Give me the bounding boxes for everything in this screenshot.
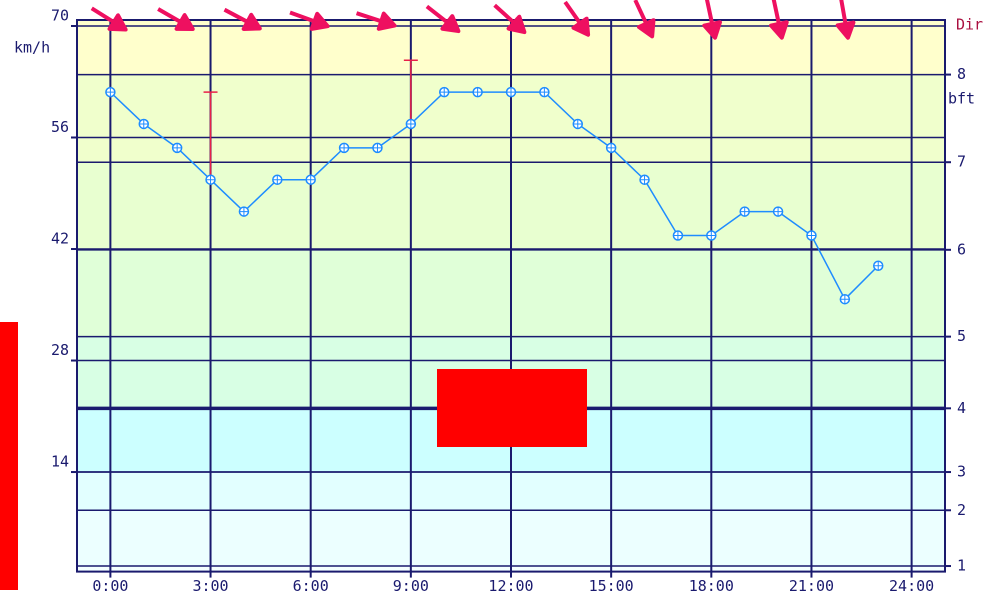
point-cross — [273, 175, 282, 184]
y-tick-label: 56 — [51, 118, 69, 136]
wind-point — [438, 86, 450, 98]
y2-tick-label: 1 — [957, 557, 966, 575]
point-cross — [306, 175, 315, 184]
point-cross — [540, 88, 549, 97]
point-cross — [406, 119, 415, 128]
direction-arrow — [355, 11, 397, 31]
wind-point — [672, 230, 684, 241]
wind-point — [839, 293, 851, 305]
y-tick-label: 70 — [51, 7, 69, 25]
redaction — [0, 322, 18, 590]
direction-arrow — [835, 0, 856, 40]
wind-point — [238, 206, 250, 217]
point-cross — [340, 143, 349, 152]
wind-point — [472, 86, 483, 98]
direction-arrow — [425, 4, 461, 34]
wind-point — [305, 174, 316, 185]
point-cross — [840, 295, 849, 304]
direction-arrow — [289, 10, 330, 31]
point-cross — [807, 231, 816, 240]
x-tick-label: 3:00 — [192, 577, 228, 595]
x-tick-label: 21:00 — [789, 577, 834, 595]
point-cross — [440, 88, 449, 97]
y2-tick-label: 7 — [957, 153, 966, 171]
point-cross — [874, 261, 883, 270]
wind-point — [706, 230, 717, 241]
point-cross — [607, 143, 616, 152]
point-cross — [707, 231, 716, 240]
point-cross — [740, 207, 749, 216]
y2-tick-label: 6 — [957, 240, 966, 258]
point-cross — [239, 207, 248, 216]
y2-tick-label: 2 — [957, 501, 966, 519]
direction-arrow — [702, 0, 722, 40]
wind-point — [138, 118, 150, 130]
point-cross — [106, 88, 115, 97]
dir-label: Dir — [956, 16, 983, 34]
y-tick-label: 14 — [51, 453, 69, 471]
direction-arrow — [223, 7, 262, 31]
x-tick-label: 24:00 — [889, 577, 934, 595]
x-tick-label: 9:00 — [393, 577, 429, 595]
y2-axis-label: bft — [948, 90, 975, 108]
wind-point — [572, 118, 584, 130]
point-cross — [507, 88, 515, 97]
point-cross — [473, 88, 482, 97]
y2-tick-label: 8 — [957, 65, 966, 83]
direction-arrow — [769, 0, 789, 40]
wind-point — [539, 86, 550, 98]
y-axis-label: km/h — [14, 39, 50, 57]
point-cross — [173, 143, 182, 152]
y2-tick-label: 5 — [957, 327, 966, 345]
y2-tick-label: 4 — [957, 399, 966, 417]
x-tick-label: 15:00 — [589, 577, 634, 595]
point-cross — [774, 207, 783, 216]
wind-point — [105, 86, 116, 98]
wind-point — [872, 260, 884, 271]
x-tick-label: 12:00 — [488, 577, 533, 595]
wind-point — [171, 142, 183, 154]
x-tick-label: 0:00 — [92, 577, 128, 595]
wind-line — [109, 91, 879, 301]
wind-point — [806, 230, 817, 241]
wind-point — [605, 142, 617, 154]
point-cross — [373, 143, 382, 152]
direction-arrow — [157, 7, 195, 31]
wind-point — [338, 142, 350, 154]
x-tick-label: 6:00 — [293, 577, 329, 595]
wind-point — [505, 86, 517, 98]
point-cross — [673, 231, 682, 240]
wind-point — [205, 174, 216, 185]
wind-point — [772, 206, 784, 217]
y-tick-label: 42 — [51, 230, 69, 248]
direction-arrow — [493, 3, 527, 35]
wind-point — [405, 118, 417, 130]
wind-point — [272, 174, 283, 185]
point-cross — [573, 119, 582, 128]
direction-arrow — [90, 6, 128, 32]
x-tick-label: 18:00 — [689, 577, 734, 595]
point-cross — [206, 175, 215, 184]
wind-point — [372, 142, 383, 154]
point-cross — [139, 119, 148, 128]
y2-tick-label: 3 — [957, 463, 966, 481]
wind-point — [639, 174, 650, 185]
direction-arrow — [633, 0, 656, 39]
y-tick-label: 28 — [51, 341, 69, 359]
redaction — [437, 369, 587, 447]
wind-point — [739, 206, 750, 217]
direction-arrow — [563, 0, 591, 37]
point-cross — [640, 175, 649, 184]
